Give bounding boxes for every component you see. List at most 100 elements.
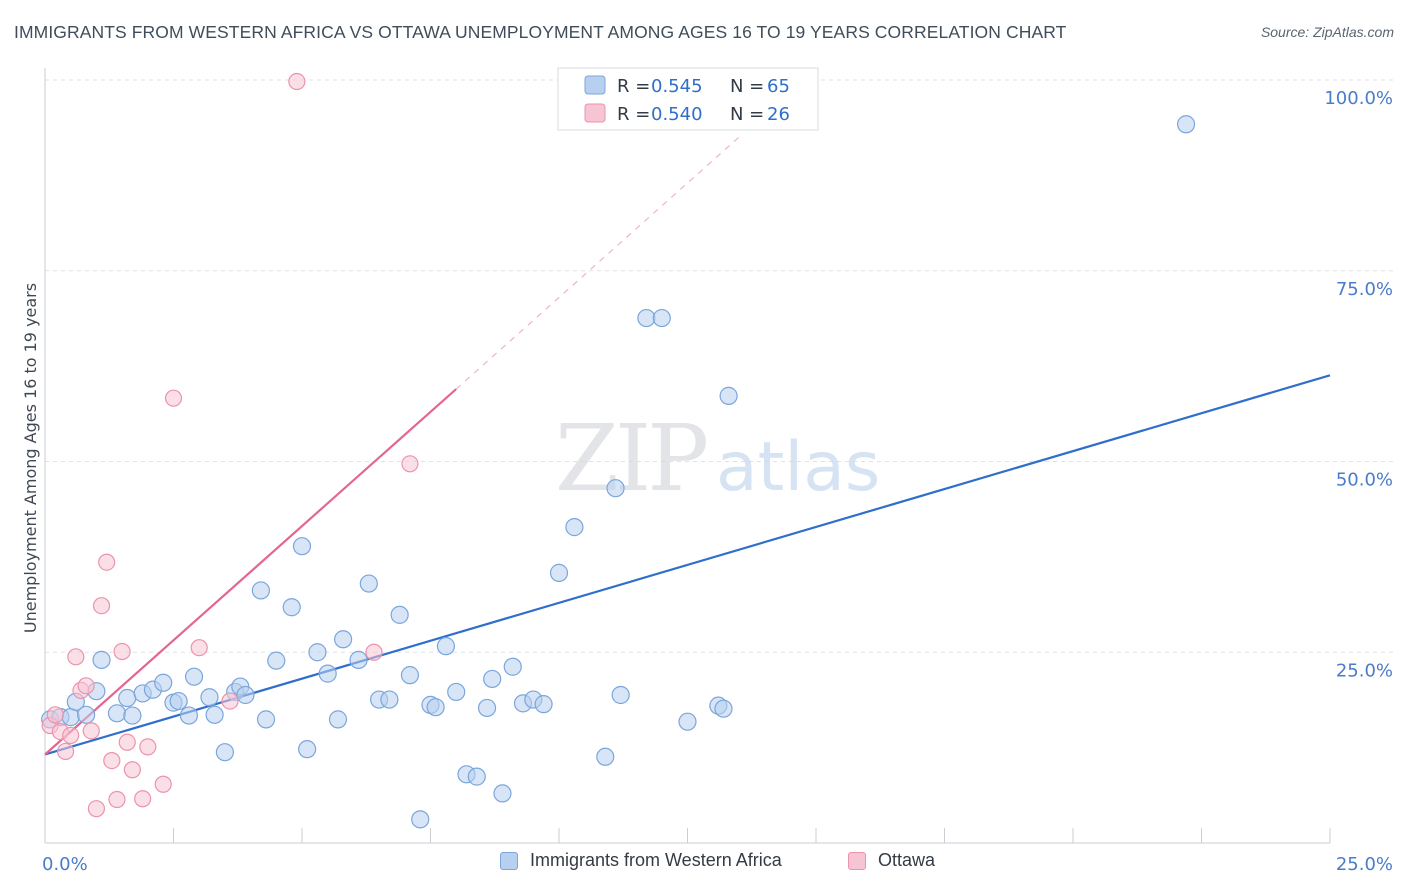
- trend-line-ottawa-extension: [455, 136, 740, 390]
- point-immigrants: [611, 685, 630, 705]
- point-immigrants: [606, 479, 625, 498]
- y-tick-label: 50.0%: [1336, 470, 1393, 491]
- legend-n-value-1: 65: [767, 76, 790, 97]
- x-tick-label: 25.0%: [1336, 854, 1393, 875]
- legend-label-ottawa: Ottawa: [878, 850, 936, 870]
- point-ottawa: [288, 72, 306, 91]
- point-ottawa: [62, 726, 80, 745]
- x-tick-label: 0.0%: [42, 854, 88, 875]
- point-immigrants: [436, 637, 456, 656]
- point-immigrants: [236, 685, 255, 705]
- point-ottawa: [401, 455, 419, 473]
- point-immigrants: [77, 705, 96, 724]
- legend-swatch-immigrants: [500, 851, 518, 870]
- y-tick-label: 25.0%: [1336, 660, 1393, 681]
- legend-item-immigrants[interactable]: Immigrants from Western Africa: [500, 850, 782, 871]
- point-ottawa: [87, 800, 106, 818]
- legend-r-label-2: R =: [617, 104, 656, 125]
- point-ottawa: [77, 677, 95, 695]
- point-ottawa: [56, 742, 75, 761]
- point-ottawa: [154, 775, 172, 793]
- point-immigrants: [678, 712, 697, 731]
- point-ottawa: [365, 643, 383, 661]
- point-immigrants: [483, 669, 502, 689]
- point-immigrants: [107, 704, 127, 723]
- legend-label-immigrants: Immigrants from Western Africa: [530, 850, 782, 870]
- point-immigrants: [256, 710, 276, 729]
- point-immigrants: [205, 705, 224, 724]
- point-immigrants: [184, 667, 204, 686]
- point-ottawa: [98, 553, 116, 571]
- y-tick-label: 75.0%: [1336, 279, 1393, 300]
- point-immigrants: [1176, 115, 1196, 134]
- watermark: ZIP atlas: [555, 405, 880, 512]
- legend-n-value-2: 26: [767, 104, 790, 125]
- point-immigrants: [534, 695, 553, 714]
- point-immigrants: [493, 784, 512, 803]
- point-immigrants: [292, 537, 312, 556]
- point-immigrants: [169, 691, 188, 711]
- point-immigrants: [714, 699, 733, 718]
- chart-title: IMMIGRANTS FROM WESTERN AFRICA VS OTTAWA…: [14, 22, 1067, 42]
- legend-r-value-1: 0.545: [651, 76, 703, 97]
- point-immigrants: [359, 574, 378, 593]
- point-immigrants: [596, 747, 615, 766]
- point-ottawa: [67, 648, 85, 666]
- source-name[interactable]: ZipAtlas.com: [1313, 24, 1394, 40]
- point-immigrants: [652, 308, 671, 328]
- point-ottawa: [108, 790, 126, 809]
- point-ottawa: [118, 733, 136, 751]
- point-immigrants: [426, 698, 445, 717]
- source-credit: Source: ZipAtlas.com: [1261, 24, 1394, 40]
- point-immigrants: [267, 651, 286, 670]
- y-axis-title: Unemployment Among Ages 16 to 19 years: [21, 283, 40, 633]
- watermark-zip: ZIP: [555, 405, 706, 512]
- point-immigrants: [123, 706, 142, 725]
- watermark-atlas: atlas: [716, 428, 880, 507]
- point-ottawa: [134, 790, 152, 808]
- point-immigrants: [334, 630, 353, 649]
- point-immigrants: [565, 518, 584, 537]
- point-immigrants: [503, 657, 522, 676]
- grid-layer: [45, 79, 1395, 653]
- point-immigrants: [390, 605, 409, 624]
- point-immigrants: [719, 386, 738, 405]
- legend-r-value-2: 0.540: [651, 104, 703, 125]
- point-immigrants: [447, 682, 466, 702]
- point-immigrants: [467, 767, 486, 786]
- legend-n-label-1: N =: [730, 76, 770, 97]
- point-ottawa: [190, 639, 208, 657]
- point-ottawa: [123, 761, 141, 779]
- point-ottawa: [113, 642, 131, 661]
- y-tick-label: 100.0%: [1324, 88, 1393, 109]
- legend-n-label-2: N =: [730, 104, 770, 125]
- point-immigrants: [477, 698, 497, 718]
- point-immigrants: [400, 666, 420, 685]
- point-immigrants: [328, 710, 348, 729]
- point-immigrants: [200, 688, 219, 707]
- point-ottawa: [103, 751, 121, 770]
- point-ottawa: [139, 738, 157, 756]
- legend-r-label-1: R =: [617, 76, 656, 97]
- legend-swatch-pink: [584, 103, 606, 123]
- point-ottawa: [92, 597, 111, 615]
- point-ottawa: [46, 706, 64, 724]
- point-immigrants: [118, 688, 137, 708]
- trend-line-immigrants: [44, 374, 1331, 756]
- point-immigrants: [411, 810, 430, 829]
- legend-item-ottawa[interactable]: Ottawa: [848, 850, 935, 871]
- stats-legend: R = 0.545 N = 65 R = 0.540 N = 26: [557, 67, 819, 131]
- point-immigrants: [179, 706, 199, 725]
- point-immigrants: [61, 708, 80, 727]
- source-prefix: Source:: [1260, 24, 1314, 40]
- legend-swatch-ottawa: [848, 851, 866, 870]
- point-ottawa: [221, 692, 239, 710]
- point-immigrants: [92, 650, 111, 669]
- trend-line-ottawa: [44, 388, 457, 756]
- trend-lines: [44, 136, 1331, 756]
- bottom-legend: Immigrants from Western Africa Ottawa: [0, 850, 1406, 880]
- points-layer: [41, 72, 1196, 829]
- point-immigrants: [154, 673, 173, 692]
- point-immigrants: [637, 308, 656, 328]
